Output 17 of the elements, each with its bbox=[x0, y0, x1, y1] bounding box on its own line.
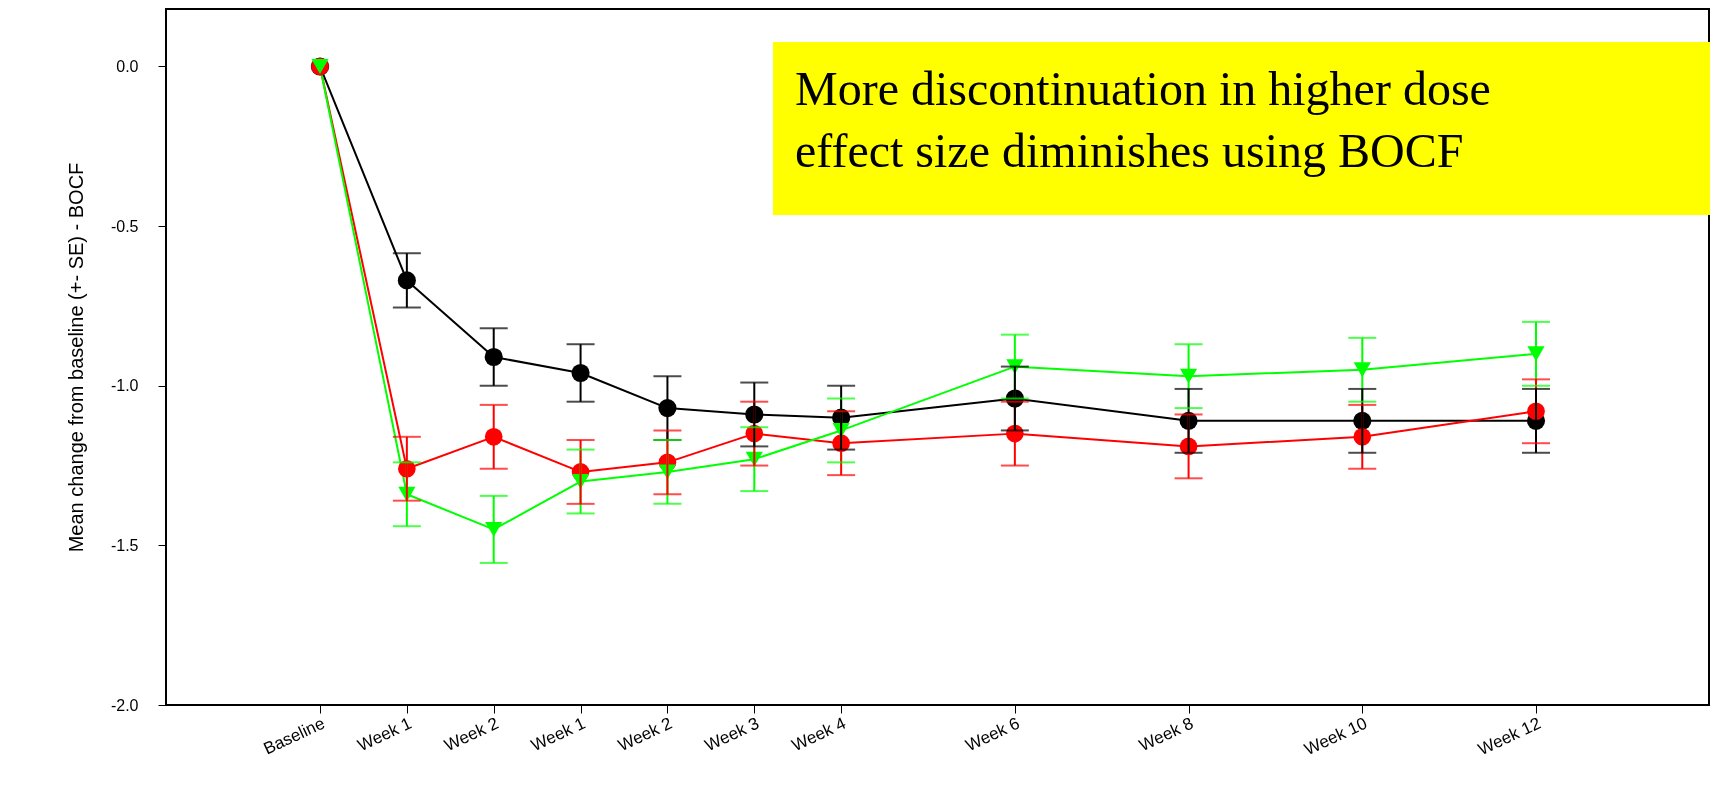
x-tick-label: Week 1 bbox=[354, 713, 415, 756]
x-tick-label: Week 8 bbox=[1136, 713, 1197, 756]
x-tick-label: Week 10 bbox=[1301, 713, 1370, 760]
x-tick-label: Week 3 bbox=[701, 713, 762, 756]
y-tick-label: -2.0 bbox=[110, 696, 139, 714]
x-tick-label: Week 4 bbox=[788, 713, 849, 756]
x-tick-label: Week 6 bbox=[962, 713, 1023, 756]
y-tick-label: -1.0 bbox=[110, 377, 139, 395]
x-tick-label: Week 2 bbox=[615, 713, 676, 756]
x-tick-label: Week 1 bbox=[528, 713, 589, 756]
callout-box: More discontinuation in higher dose effect size diminishes using BOCF bbox=[773, 42, 1710, 215]
y-tick-label: 0.0 bbox=[116, 57, 139, 75]
x-tick-label: Week 12 bbox=[1475, 713, 1544, 760]
y-tick-label: -1.5 bbox=[110, 536, 139, 554]
x-tick-label: Week 2 bbox=[441, 713, 502, 756]
y-axis-title: Mean change from baseline (+- SE) - BOCF bbox=[64, 162, 87, 553]
y-tick-label: -0.5 bbox=[110, 217, 139, 235]
